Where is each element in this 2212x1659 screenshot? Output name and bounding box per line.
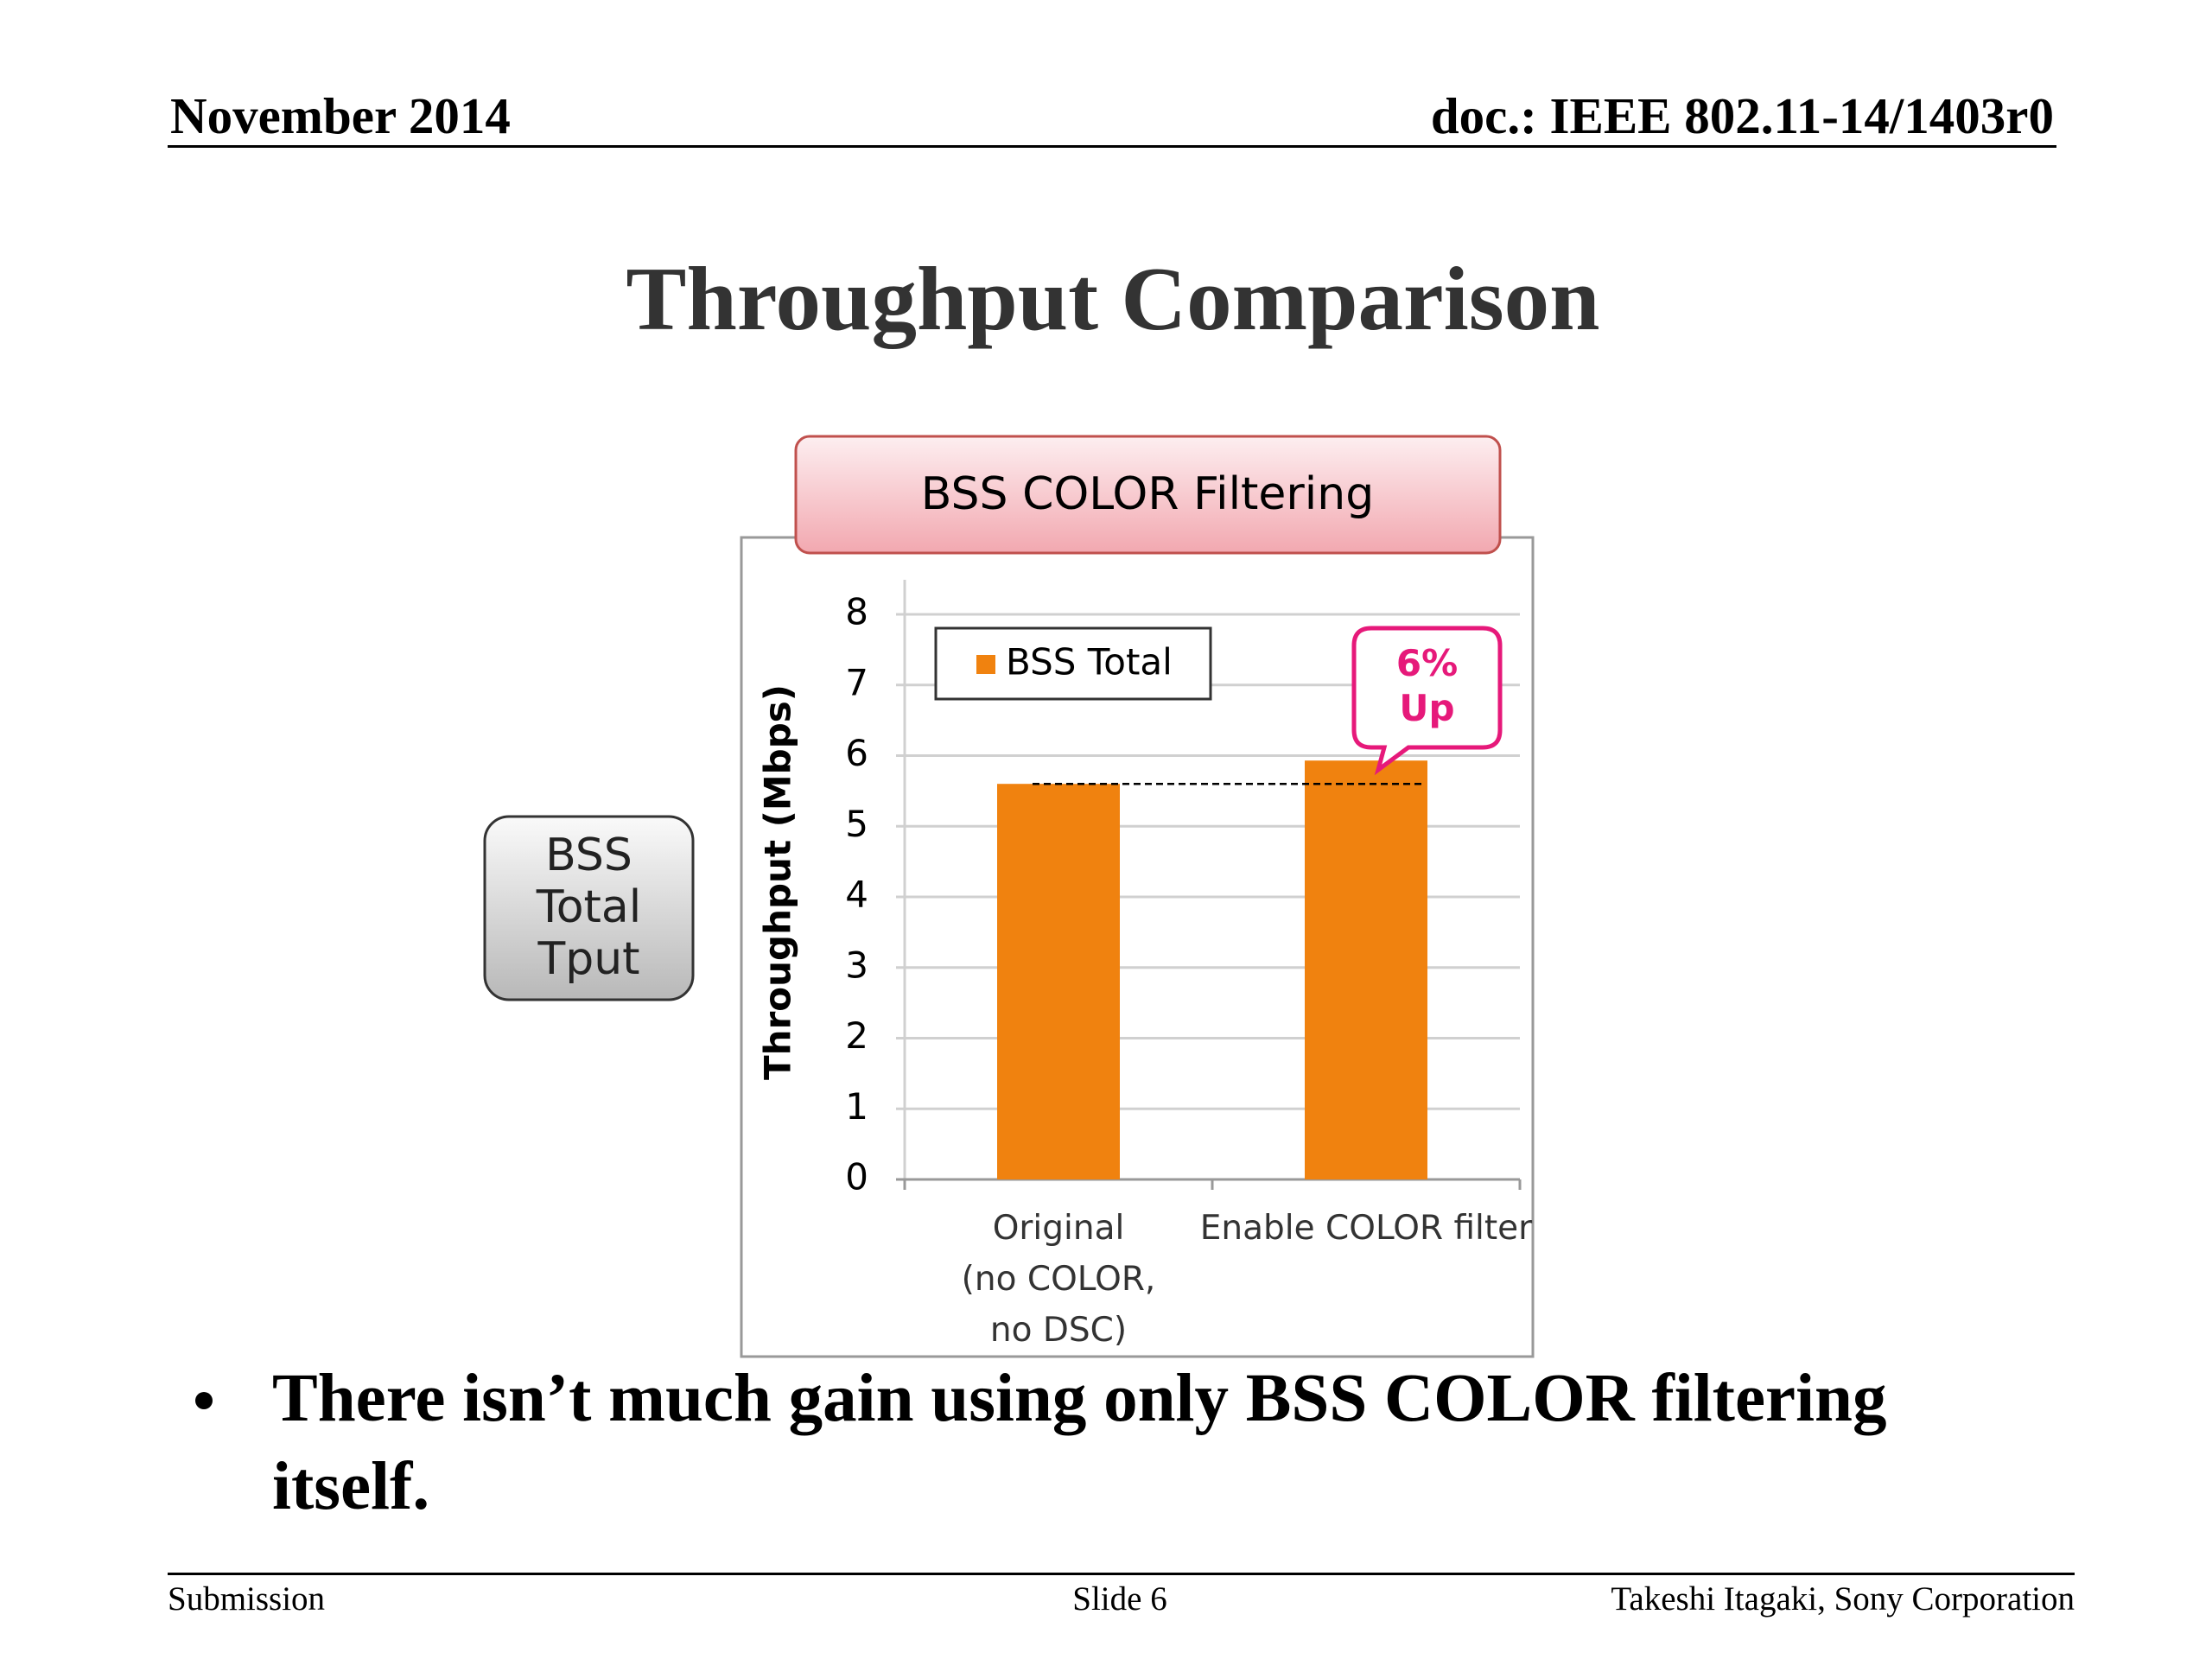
side-box — [483, 815, 695, 1001]
y-tick-label: 4 — [845, 874, 868, 916]
header-rule — [168, 145, 2056, 148]
y-tick-label: 6 — [845, 732, 868, 774]
bar — [1305, 760, 1427, 1179]
y-axis-label: Throughput (Mbps) — [757, 684, 799, 1080]
chart-title: BSS COLOR Filtering — [921, 468, 1374, 520]
legend-label: BSS Total — [1006, 641, 1173, 683]
y-tick-label: 8 — [845, 591, 868, 633]
footer-right: Takeshi Itagaki, Sony Corporation — [1611, 1580, 2075, 1618]
chart-title-box — [794, 435, 1502, 555]
bar — [997, 784, 1120, 1179]
y-tick-label: 7 — [845, 661, 868, 703]
footer-rule — [168, 1573, 2075, 1575]
bullet-text: There isn’t much gain using only BSS COL… — [272, 1361, 1887, 1524]
legend-swatch — [976, 655, 995, 674]
footer-left: Submission — [168, 1580, 326, 1618]
footer-center: Slide 6 — [1072, 1580, 1167, 1618]
slide-title: Throughput Comparison — [626, 248, 1600, 349]
y-tick-label: 3 — [845, 944, 868, 986]
x-tick-label: Original (no COLOR, no DSC) — [961, 1209, 1156, 1350]
y-tick-label: 5 — [845, 803, 868, 845]
y-tick-label: 2 — [845, 1014, 868, 1057]
annotation-callout — [1351, 626, 1503, 776]
bullet-dot — [195, 1392, 213, 1409]
header-date: November 2014 — [170, 87, 511, 144]
x-tick-label: Enable COLOR filter — [1199, 1209, 1533, 1248]
header-doc: doc.: IEEE 802.11-14/1403r0 — [1430, 87, 2054, 144]
y-tick-label: 1 — [845, 1085, 868, 1128]
side-label: BSS Total Tput — [536, 830, 642, 985]
annotation: 6% Up — [1395, 642, 1459, 729]
y-tick-label: 0 — [845, 1156, 868, 1198]
